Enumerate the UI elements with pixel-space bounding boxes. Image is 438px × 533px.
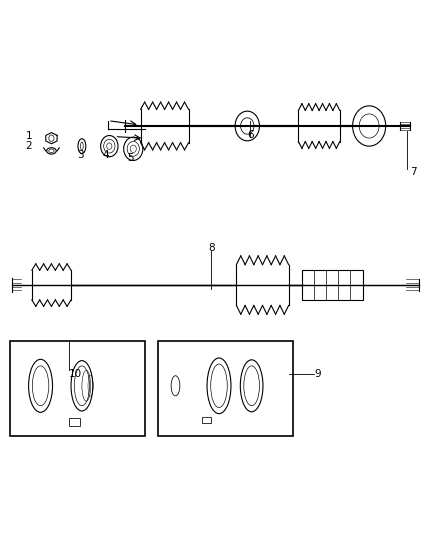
Bar [10,341,145,436]
Text: 6: 6 [247,130,254,140]
Bar [69,418,80,425]
Text: 4: 4 [102,150,109,160]
Bar [302,270,363,300]
Text: 9: 9 [315,369,321,378]
Text: 1: 1 [25,131,32,141]
Text: 3: 3 [78,150,84,160]
Text: 2: 2 [25,141,32,151]
Text: 8: 8 [208,243,215,253]
Text: 7: 7 [410,167,416,177]
Bar [158,341,293,436]
Bar [201,417,211,423]
Text: 10: 10 [69,369,82,378]
Text: 5: 5 [127,153,134,163]
